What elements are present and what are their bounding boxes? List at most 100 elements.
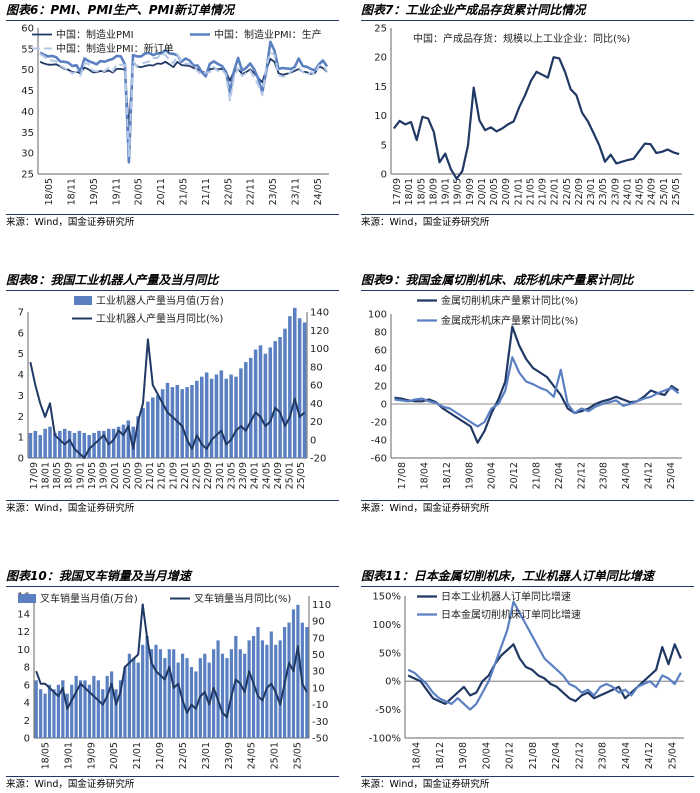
bar	[141, 407, 145, 458]
chart-source: 来源：Wind，国金证券研究所	[361, 776, 694, 793]
chart-panel-japan-orders: 图表11：日本金属切削机床，工业机器人订单同比增速 -100% -50% 0% 50%…	[361, 566, 694, 792]
x-tick-label: 17/09	[392, 178, 403, 205]
chart-title: 图表10：我国叉车销量及当月增速	[6, 566, 339, 587]
y-tick-label: 0	[381, 400, 387, 411]
series-line	[407, 643, 682, 706]
chart-title: 图表6：PMI、PMI生产、PMI新订单情况	[6, 0, 339, 21]
bar	[105, 675, 109, 738]
bar	[260, 640, 265, 738]
bar	[101, 689, 105, 738]
series-line	[29, 338, 306, 459]
x-tick-label: 25/05	[293, 742, 304, 769]
x-tick-label: 18/01	[404, 178, 415, 205]
x-tick-label: 17/09	[29, 462, 40, 489]
bar	[167, 649, 171, 738]
legend-label: 工业机器人产量当月值(万台)	[96, 294, 224, 307]
y-tick-label: 0	[24, 734, 30, 745]
y-tick-label: -20	[371, 418, 387, 429]
legend-label: 金属成形机床产量累计同比(%)	[441, 314, 578, 327]
x-tick-label: 20/04	[481, 742, 492, 769]
y-tick-label: 40	[21, 107, 34, 118]
bar	[61, 680, 65, 738]
x-tick-label: 18/04	[412, 742, 423, 769]
bar	[47, 684, 52, 738]
bar	[185, 387, 189, 458]
bar	[305, 627, 309, 738]
bar	[83, 680, 87, 738]
y2-tick-label: 70	[312, 633, 325, 644]
bar	[229, 374, 233, 458]
y-tick-label: 7	[18, 308, 24, 319]
x-tick-label: 21/09	[168, 462, 179, 489]
x-tick-label: 22/01	[550, 178, 561, 205]
bar	[220, 653, 225, 738]
chart-svg: 0246810121416-50-30-10103050709011018/05…	[17, 592, 331, 770]
x-tick-label: 22/09	[203, 462, 214, 489]
legend-label: 日本金属切削机床订单同比增速	[441, 608, 581, 621]
y-tick-label: 40	[374, 364, 387, 375]
x-tick-label: 23/01	[201, 742, 212, 769]
y2-tick-label: -30	[312, 717, 328, 728]
bar	[82, 432, 87, 458]
bar	[302, 322, 307, 458]
x-tick-label: 19/01	[75, 462, 86, 489]
series-line	[39, 40, 329, 164]
chart-source: 来源：Wind，国金证券研究所	[6, 214, 339, 231]
y-tick-label: -40	[371, 436, 387, 447]
bar	[243, 653, 247, 738]
bar	[234, 635, 238, 738]
y-tick-label: 12	[17, 627, 30, 638]
chart-source: 来源：Wind，国金证券研究所	[6, 500, 339, 517]
bar	[251, 635, 256, 738]
x-tick-label: 22/04	[551, 742, 562, 769]
chart-source: 来源：Wind，国金证券研究所	[361, 500, 694, 517]
x-tick-label: 25/01	[285, 462, 296, 489]
chart-panel-inventory: 图表7：工业企业产成品存货累计同比情况 0 5 10 15 20 25 17/09 18/01…	[361, 0, 694, 232]
x-tick-label: 24/12	[643, 462, 654, 489]
y-tick-label: 150%	[372, 592, 401, 603]
bar	[78, 680, 83, 738]
x-tick-label: 20/05	[122, 462, 133, 489]
y-tick-label: 14	[17, 609, 30, 620]
x-tick-label: 25/05	[671, 178, 682, 205]
x-tick-label: 20/05	[134, 178, 145, 205]
bar	[151, 397, 155, 458]
legend-label: 中国：制造业PMI：生产	[214, 28, 322, 41]
y-tick-label: 35	[21, 128, 34, 139]
bar	[111, 428, 116, 458]
bar	[234, 376, 238, 458]
bar	[278, 640, 282, 738]
x-tick-label: 22/05	[192, 462, 203, 489]
x-tick-label: 19/09	[465, 178, 476, 205]
bar	[87, 435, 91, 458]
x-tick-label: 25/01	[270, 742, 281, 769]
chart-panel-pmi: 图表6：PMI、PMI生产、PMI新订单情况 25 30 35 40 45 50 55 60 1…	[6, 0, 339, 232]
bar	[155, 395, 160, 458]
legend-label: 叉车销量当月值(万台)	[40, 592, 138, 605]
chart-svg: 0 5 10 15 20 25 17/09 18/01 18/05 18/09 19/01 19/05…	[374, 24, 682, 205]
y-tick-label: 10	[374, 111, 387, 122]
bar	[74, 675, 78, 738]
y-tick-label: 10	[17, 645, 30, 656]
bar	[70, 684, 74, 738]
x-tick-label: 23/08	[599, 462, 610, 489]
x-tick-label: 18/09	[64, 462, 75, 489]
x-tick-label: 24/12	[644, 742, 655, 769]
y-tick-label: 55	[21, 44, 34, 55]
x-tick-label: 19/05	[87, 462, 98, 489]
bar	[258, 345, 263, 458]
x-tick-label: 23/11	[290, 178, 301, 205]
bar	[67, 430, 72, 458]
y-tick-label: 2	[18, 412, 24, 423]
x-tick-label: 22/12	[576, 462, 587, 489]
bar	[268, 347, 273, 458]
x-tick-label: 23/09	[238, 462, 249, 489]
x-tick-label: 18/05	[40, 742, 51, 769]
x-tick-label: 19/05	[89, 178, 100, 205]
bar	[43, 693, 47, 738]
x-tick-label: 18/09	[428, 178, 439, 205]
bar	[189, 667, 194, 738]
bar	[52, 689, 56, 738]
x-tick-label: 19/05	[453, 178, 464, 205]
